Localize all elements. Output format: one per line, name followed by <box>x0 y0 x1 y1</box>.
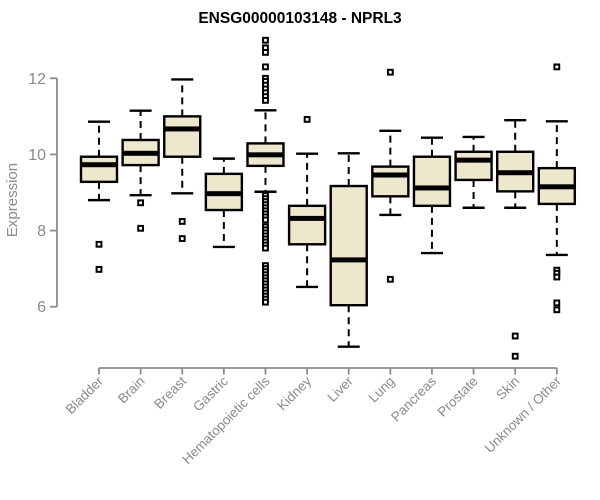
outlier-point <box>137 224 145 232</box>
box-group-kidney <box>287 116 327 289</box>
x-tick-label-prostate: Prostate <box>435 374 481 420</box>
iqr-box <box>287 204 327 246</box>
iqr-box <box>454 150 493 182</box>
box-group-brain <box>121 109 160 232</box>
box-group-skin <box>496 118 535 360</box>
x-tick-label-bladder: Bladder <box>63 373 107 417</box>
outlier-point <box>553 306 561 314</box>
outlier-point <box>511 332 519 340</box>
y-axis: 6 8 10 12 <box>28 71 58 316</box>
median-line <box>247 152 284 158</box>
y-tick-label: 10 <box>28 147 46 164</box>
median-line <box>205 191 242 197</box>
median-line <box>164 126 201 132</box>
box-group-bladder <box>79 120 119 273</box>
box-group-unknown-other <box>537 63 577 314</box>
outlier-point <box>386 68 394 76</box>
outlier-point <box>262 244 269 252</box>
median-line <box>372 172 409 178</box>
outlier-point <box>303 116 311 123</box>
outlier-point <box>553 299 561 307</box>
x-tick-label-skin: Skin <box>493 374 522 403</box>
median-line <box>81 162 117 168</box>
outlier-point <box>137 199 145 207</box>
outlier-point <box>95 266 103 273</box>
median-line <box>413 185 450 191</box>
outlier-point <box>262 49 269 56</box>
box-group-lung <box>371 68 410 283</box>
plot-area: 6 8 10 12 Bladder Brain Breast GastricHematopoi… <box>28 36 577 467</box>
median-line <box>455 157 492 163</box>
x-tick-label-brain: Brain <box>115 374 148 407</box>
iqr-box <box>79 155 119 184</box>
iqr-box <box>371 165 410 198</box>
outlier-point <box>553 273 561 281</box>
outlier-point <box>262 36 269 44</box>
x-tick-label-kidney: Kidney <box>274 373 314 413</box>
x-tick-label-breast: Breast <box>151 373 189 411</box>
iqr-box <box>163 115 202 158</box>
x-tick-label-liver: Liver <box>325 373 357 405</box>
x-tick-label-lung: Lung <box>366 374 398 406</box>
x-tick-label-unknown-other: Unknown / Other <box>482 373 565 456</box>
y-tick-label: 6 <box>37 299 46 316</box>
chart-title: ENSG00000103148 - NPRL3 <box>198 10 402 27</box>
outlier-point <box>511 352 519 360</box>
outlier-point <box>178 235 186 242</box>
box-group-hematopoietic-cells <box>246 36 285 306</box>
outlier-point <box>178 218 186 225</box>
outlier-point <box>553 63 561 71</box>
x-tick-label-gastric: Gastric <box>190 373 231 414</box>
iqr-box <box>329 184 368 307</box>
box-group-prostate <box>454 135 493 209</box>
outlier-point <box>262 63 269 71</box>
box-group-breast <box>163 78 202 242</box>
median-line <box>497 170 534 176</box>
box-group-liver <box>329 152 368 348</box>
outlier-point <box>386 275 394 283</box>
x-tick-label-pancreas: Pancreas <box>388 373 439 424</box>
y-axis-title: Expression <box>4 163 21 237</box>
outlier-point <box>262 216 269 224</box>
outlier-point <box>262 298 269 306</box>
y-tick-label: 8 <box>37 223 46 240</box>
outlier-point <box>95 240 103 248</box>
y-tick-label: 12 <box>28 71 46 88</box>
iqr-box <box>412 155 452 208</box>
median-line <box>538 184 575 190</box>
median-line <box>122 150 159 156</box>
outlier-point <box>262 96 269 104</box>
box-group-gastric <box>204 157 244 249</box>
median-line <box>330 257 367 263</box>
box-group-pancreas <box>412 136 452 255</box>
median-line <box>289 215 326 221</box>
